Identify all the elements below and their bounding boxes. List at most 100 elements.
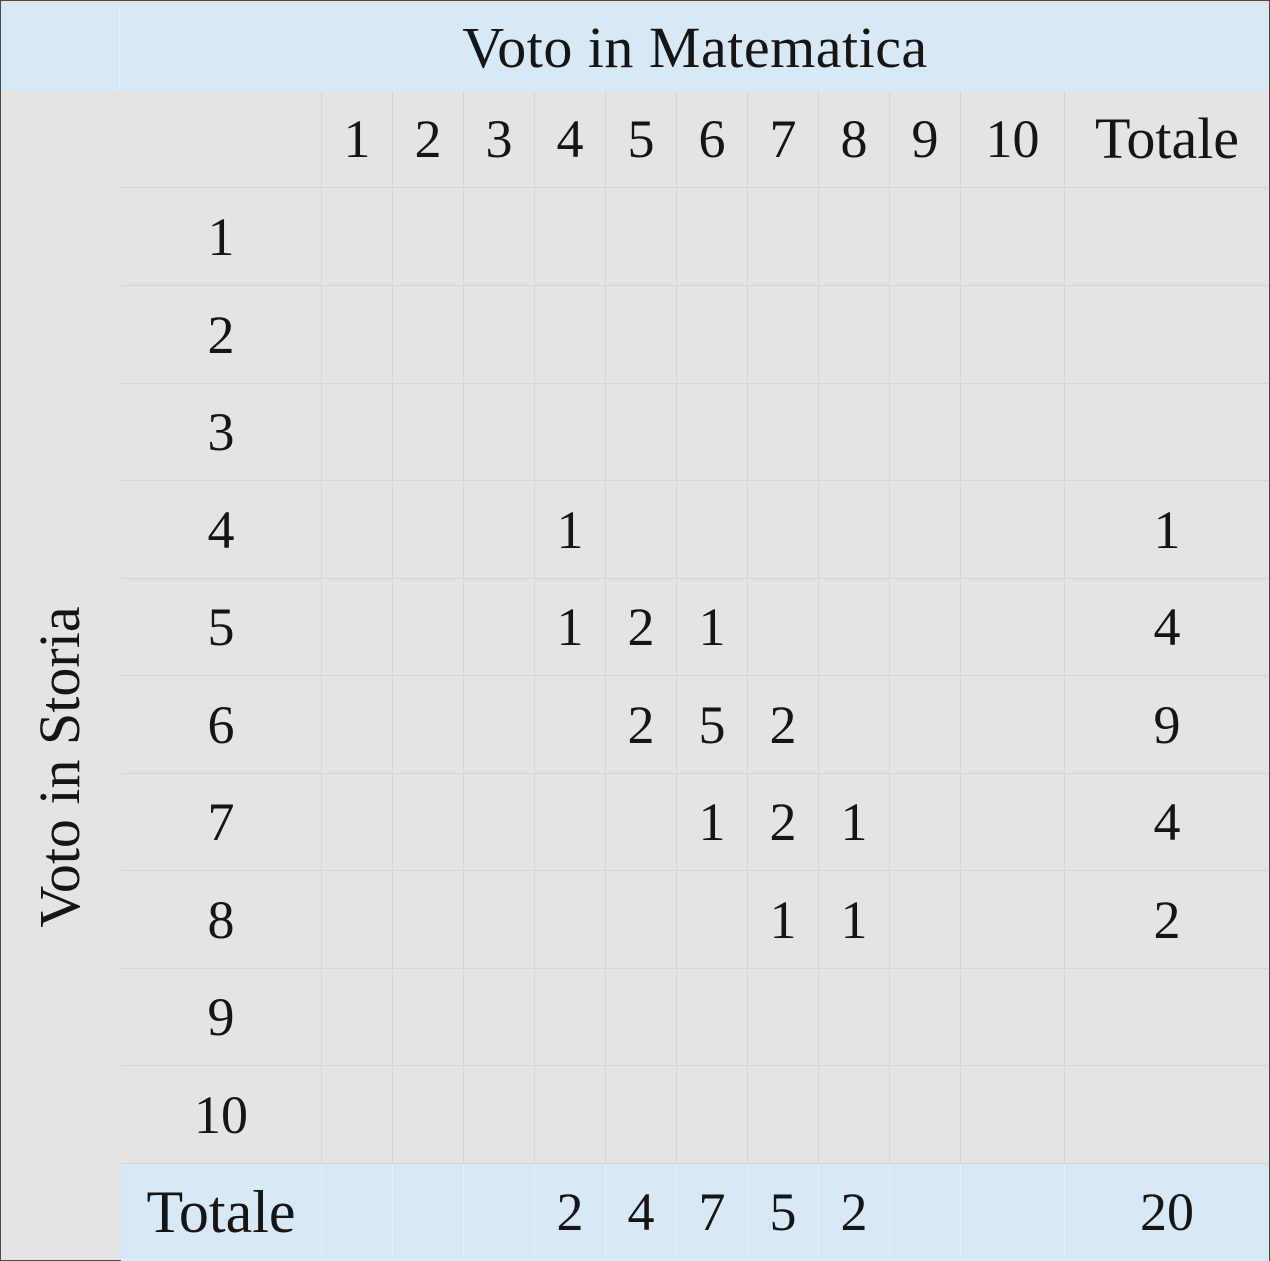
frequency-cell: [961, 481, 1065, 579]
frequency-cell: [322, 481, 393, 579]
row-total-cell: [1065, 188, 1269, 286]
totals-row-label: Totale: [121, 1164, 322, 1260]
frequency-cell: [464, 384, 535, 481]
frequency-cell: [890, 774, 961, 871]
column-total-cell: 5: [748, 1164, 819, 1260]
row-header-8: 8: [121, 871, 322, 969]
frequency-cell: 2: [748, 676, 819, 774]
frequency-cell: [819, 286, 890, 384]
frequency-cell: [677, 384, 748, 481]
frequency-cell: [322, 871, 393, 969]
frequency-cell: 2: [606, 676, 677, 774]
frequency-cell: [464, 579, 535, 676]
column-total-cell: 2: [535, 1164, 606, 1260]
header-corner-cell: [121, 91, 322, 188]
frequency-cell: [606, 1066, 677, 1164]
frequency-cell: [748, 1066, 819, 1164]
frequency-cell: 2: [748, 774, 819, 871]
frequency-cell: [890, 969, 961, 1066]
frequency-cell: [961, 384, 1065, 481]
frequency-cell: [961, 579, 1065, 676]
frequency-cell: 5: [677, 676, 748, 774]
column-variable-title: Voto in Matematica: [462, 15, 928, 80]
frequency-table: 1 2 3 4 5 6 7 8 9 10 Totale 1 2 3 4 1 1 5 1 2 1 4 6 2 5 2 9 7 1 2 1 4 8 1…: [121, 91, 1269, 1261]
row-header-1: 1: [121, 188, 322, 286]
frequency-cell: [677, 188, 748, 286]
frequency-cell: [393, 676, 464, 774]
column-total-cell: 4: [606, 1164, 677, 1260]
frequency-cell: [464, 676, 535, 774]
frequency-cell: [961, 774, 1065, 871]
frequency-cell: [961, 969, 1065, 1066]
frequency-cell: [393, 969, 464, 1066]
frequency-cell: 1: [535, 579, 606, 676]
row-header-6: 6: [121, 676, 322, 774]
frequency-cell: [393, 286, 464, 384]
totals-band: [121, 1165, 1269, 1261]
column-header-4: 4: [535, 91, 606, 188]
frequency-cell: [535, 1066, 606, 1164]
row-variable-title: Voto in Storia: [27, 606, 92, 928]
frequency-cell: [606, 774, 677, 871]
frequency-cell: [535, 286, 606, 384]
column-total-cell: [393, 1164, 464, 1260]
frequency-cell: 1: [819, 774, 890, 871]
frequency-cell: [464, 481, 535, 579]
frequency-cell: [748, 188, 819, 286]
frequency-cell: [748, 286, 819, 384]
frequency-cell: [890, 579, 961, 676]
frequency-cell: [535, 188, 606, 286]
frequency-cell: [322, 676, 393, 774]
frequency-cell: [393, 188, 464, 286]
row-header-3: 3: [121, 384, 322, 481]
frequency-cell: [322, 969, 393, 1066]
frequency-cell: [819, 676, 890, 774]
column-header-2: 2: [393, 91, 464, 188]
row-header-9: 9: [121, 969, 322, 1066]
frequency-cell: [819, 969, 890, 1066]
column-header-5: 5: [606, 91, 677, 188]
frequency-cell: [819, 1066, 890, 1164]
frequency-cell: [819, 579, 890, 676]
frequency-cell: [322, 286, 393, 384]
frequency-cell: [393, 579, 464, 676]
frequency-cell: [890, 676, 961, 774]
frequency-cell: 1: [819, 871, 890, 969]
frequency-cell: [890, 871, 961, 969]
frequency-cell: [677, 286, 748, 384]
frequency-cell: [535, 969, 606, 1066]
row-total-cell: 1: [1065, 481, 1269, 579]
frequency-cell: [393, 384, 464, 481]
header-band: [1, 4, 1269, 91]
row-header-4: 4: [121, 481, 322, 579]
frequency-cell: [748, 384, 819, 481]
row-total-cell: 4: [1065, 579, 1269, 676]
frequency-cell: [464, 1066, 535, 1164]
frequency-cell: [677, 969, 748, 1066]
column-total-cell: 7: [677, 1164, 748, 1260]
frequency-cell: [748, 579, 819, 676]
frequency-cell: [748, 969, 819, 1066]
frequency-cell: [464, 286, 535, 384]
frequency-cell: [890, 188, 961, 286]
grand-total-cell: 20: [1065, 1164, 1269, 1260]
frequency-cell: [606, 969, 677, 1066]
row-total-cell: [1065, 1066, 1269, 1164]
frequency-cell: [535, 871, 606, 969]
frequency-cell: [464, 969, 535, 1066]
row-header-7: 7: [121, 774, 322, 871]
frequency-cell: [606, 384, 677, 481]
row-header-2: 2: [121, 286, 322, 384]
frequency-cell: [819, 481, 890, 579]
frequency-cell: [322, 579, 393, 676]
column-header-8: 8: [819, 91, 890, 188]
frequency-cell: [322, 384, 393, 481]
frequency-cell: [322, 774, 393, 871]
column-header-3: 3: [464, 91, 535, 188]
row-total-cell: [1065, 286, 1269, 384]
frequency-cell: [677, 481, 748, 579]
frequency-cell: [961, 188, 1065, 286]
frequency-cell: 1: [677, 579, 748, 676]
frequency-cell: [464, 871, 535, 969]
frequency-cell: [890, 1066, 961, 1164]
